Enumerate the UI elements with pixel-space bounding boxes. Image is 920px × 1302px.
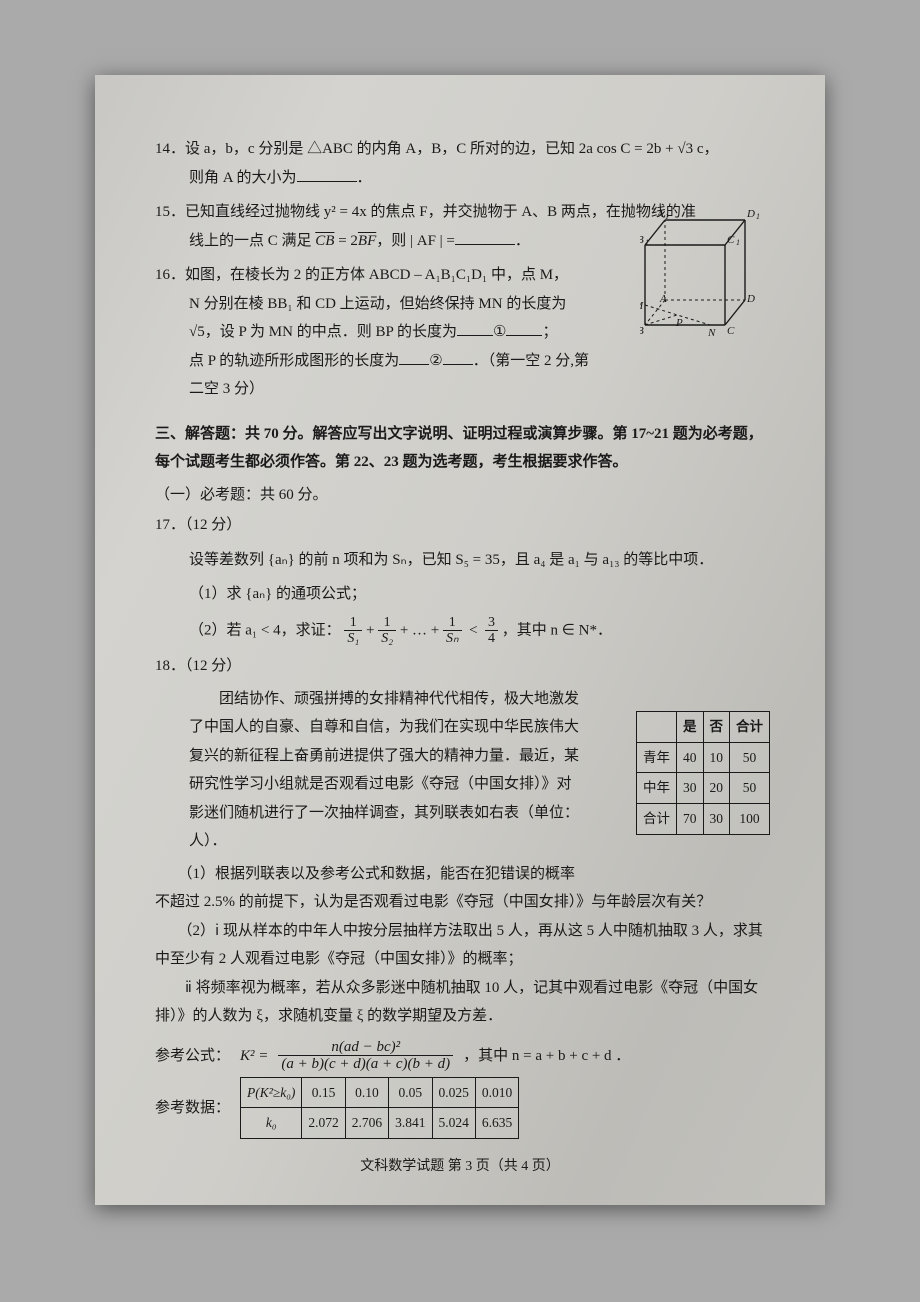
q15-eq: = 2 (334, 233, 357, 249)
q18-p2ii: ⅱ 将频率视为概率，若从众多影迷中随机抽取 10 人，记其中观看过电影《夺冠（中… (155, 980, 758, 1025)
table-row: 中年 30 20 50 (637, 773, 770, 804)
frac-1-over-Sn: 1Sₙ (443, 615, 462, 647)
table-row: 合计 70 30 100 (637, 803, 770, 834)
q14-period: ． (357, 170, 372, 186)
q14-line2: 则角 A 的大小为 (189, 170, 297, 186)
ct-h3: 合计 (730, 712, 770, 743)
ct-h2: 否 (703, 712, 730, 743)
q16-number: 16． (155, 267, 185, 283)
q16-circ1: ① (493, 324, 506, 340)
section-3-title: 三、解答题：共 70 分。解答应写出文字说明、证明过程或演算步骤。第 17~21… (155, 426, 763, 471)
q16-line2: N 分别在棱 BB₁ 和 CD 上运动，但始终保持 MN 的长度为 (189, 296, 566, 312)
ct-h0 (637, 712, 677, 743)
svg-text:P: P (675, 317, 683, 329)
section-3-sub: （一）必考题：共 60 分。 (155, 481, 770, 510)
table-row: 青年 40 10 50 (637, 742, 770, 773)
table-row: P(K²≥k₀) 0.15 0.10 0.05 0.025 0.010 (241, 1077, 519, 1108)
chi-square-formula: n(ad − bc)² (a + b)(c + d)(a + c)(b + d) (278, 1039, 453, 1073)
ct-h1: 是 (677, 712, 704, 743)
frac-3-over-4: 34 (485, 615, 498, 647)
reference-table: P(K²≥k₀) 0.15 0.10 0.05 0.025 0.010 k₀ 2… (240, 1077, 519, 1139)
q18-p2i: （2）ⅰ 现从样本的中年人中按分层抽样方法取出 5 人，再从这 5 人中随机抽取… (155, 923, 763, 968)
svg-text:C: C (727, 234, 735, 246)
q18-p1a: （1）根据列联表以及参考公式和数据，能否在犯错误的概率 (155, 866, 575, 882)
svg-text:N: N (707, 327, 716, 339)
q15-period: ． (515, 233, 530, 249)
table-row: 是 否 合计 (637, 712, 770, 743)
frac-1-over-S1: 1S₁ (344, 615, 362, 647)
q17-stem: 设等差数列 {aₙ} 的前 n 项和为 Sₙ，已知 S₅ = 35，且 a₄ 是… (189, 552, 713, 568)
formula-label: 参考公式： (155, 1042, 230, 1071)
question-18: 18．（12 分） 团结协作、顽强拼搏的女排精神代代相传，极大地激发了中国人的自… (155, 652, 770, 1139)
q14-blank (297, 165, 357, 182)
q16-blank-2 (399, 348, 429, 365)
exam-page: 14．设 a，b，c 分别是 △ABC 的内角 A，B，C 所对的边，已知 2a… (95, 75, 825, 1205)
q17-number: 17． (155, 517, 185, 533)
svg-text:B: B (640, 234, 644, 246)
svg-text:C: C (727, 325, 735, 337)
svg-text:D: D (746, 293, 755, 305)
q17-part2b: ，其中 n ∈ N*． (502, 622, 612, 638)
svg-text:A: A (656, 208, 664, 220)
q16-line3a: √5，设 P 为 MN 的中点．则 BP 的长度为 (189, 324, 457, 340)
K-squared: K² = (240, 1042, 268, 1071)
q15-number: 15． (155, 204, 185, 220)
q16-line1: 如图，在棱长为 2 的正方体 ABCD – A₁B₁C₁D₁ 中，点 M， (185, 267, 568, 283)
vector-CB: CB (315, 233, 334, 249)
q17-part2a: （2）若 a₁ < 4，求证： (189, 622, 341, 638)
question-16: 16．如图，在棱长为 2 的正方体 ABCD – A₁B₁C₁D₁ 中，点 M，… (155, 261, 595, 404)
q15-blank (455, 228, 515, 245)
q16-line4a: 点 P 的轨迹所形成图形的长度为 (189, 353, 399, 369)
svg-text:1: 1 (665, 212, 669, 221)
frac-1-over-S2: 1S₂ (378, 615, 396, 647)
contingency-table: 是 否 合计 青年 40 10 50 中年 30 20 50 合计 70 30 … (636, 711, 770, 835)
formula-tail: ，其中 n = a + b + c + d ． (463, 1042, 630, 1071)
question-14: 14．设 a，b，c 分别是 △ABC 的内角 A，B，C 所对的边，已知 2a… (155, 135, 770, 192)
q17-pts: （12 分） (185, 517, 241, 533)
page-footer: 文科数学试题 第 3 页（共 4 页） (95, 1154, 825, 1181)
q18-p1b: 不超过 2.5% 的前提下，认为是否观看过电影《夺冠（中国女排）》与年龄层次有关… (155, 894, 711, 910)
question-17: 17．（12 分） 设等差数列 {aₙ} 的前 n 项和为 Sₙ，已知 S₅ =… (155, 511, 770, 646)
svg-text:1: 1 (645, 238, 649, 247)
q16-semi: ； (542, 324, 557, 340)
table-row: k₀ 2.072 2.706 3.841 5.024 6.635 (241, 1108, 519, 1139)
cube-figure: A D B C A1 D1 B1 C1 M N P (640, 205, 770, 345)
section-3-heading: 三、解答题：共 70 分。解答应写出文字说明、证明过程或演算步骤。第 17~21… (155, 420, 770, 477)
svg-text:M: M (640, 300, 644, 312)
q14-number: 14． (155, 141, 185, 157)
ref-label: 参考数据： (155, 1094, 230, 1123)
q16-blank-1b (506, 320, 542, 337)
q16-circ2: ② (429, 353, 442, 369)
svg-text:A: A (659, 293, 667, 305)
q14-line1: 设 a，b，c 分别是 △ABC 的内角 A，B，C 所对的边，已知 2a co… (185, 141, 718, 157)
svg-text:1: 1 (736, 238, 740, 247)
q17-part1: （1）求 {aₙ} 的通项公式； (189, 586, 366, 602)
q18-number: 18． (155, 658, 185, 674)
q18-para1: 团结协作、顽强拼搏的女排精神代代相传，极大地激发了中国人的自豪、自尊和自信，为我… (189, 691, 579, 850)
svg-text:D: D (746, 208, 755, 220)
q18-pts: （12 分） (185, 658, 241, 674)
svg-text:B: B (640, 325, 644, 337)
q15-line1: 已知直线经过抛物线 y² = 4x 的焦点 F，并交抛物于 A、B 两点，在抛物… (185, 204, 696, 220)
vector-BF: BF (358, 233, 376, 249)
q15-line2b: ，则 | AF | = (376, 233, 455, 249)
q16-blank-2b (443, 348, 473, 365)
svg-text:1: 1 (756, 212, 760, 221)
q16-blank-1 (457, 320, 493, 337)
q15-line2a: 线上的一点 C 满足 (189, 233, 315, 249)
